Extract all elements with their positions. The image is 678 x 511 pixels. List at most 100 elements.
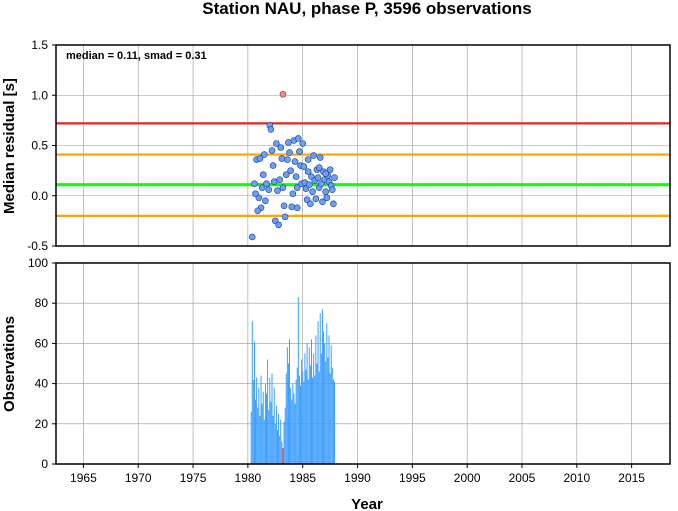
observation-bar <box>283 421 285 464</box>
chart-title: Station NAU, phase P, 3596 observations <box>202 0 531 18</box>
residual-tick-label: 0.5 <box>31 139 48 153</box>
residual-point <box>304 156 312 163</box>
observation-bar <box>302 371 304 464</box>
residual-point <box>287 167 294 174</box>
residual-point <box>289 190 297 198</box>
observation-bar <box>334 381 335 464</box>
residual-point <box>251 180 258 187</box>
residual-tick-label: 1.5 <box>31 38 48 52</box>
observation-bar <box>257 407 259 464</box>
residual-point <box>285 139 292 146</box>
observation-bar <box>252 379 254 464</box>
observation-bar <box>287 363 289 464</box>
residual-tick-label: -0.5 <box>27 239 48 253</box>
residual-point <box>278 155 286 162</box>
observation-bar <box>331 367 333 464</box>
observation-bar <box>295 379 297 464</box>
observation-bar <box>259 415 261 464</box>
observation-bar <box>251 321 253 464</box>
observation-bar <box>290 387 292 464</box>
observation-bar <box>296 367 298 464</box>
residual-point <box>292 173 300 180</box>
observation-bar <box>303 381 305 464</box>
observation-bar <box>258 387 260 464</box>
observation-bar <box>301 359 303 464</box>
residual-point <box>312 195 320 203</box>
residual-point <box>331 174 338 181</box>
residual-point <box>256 155 264 162</box>
residual-point <box>319 198 326 206</box>
observation-bar <box>315 335 317 464</box>
observation-bar <box>311 339 312 464</box>
observations-tick-label: 60 <box>35 336 49 350</box>
residual-point <box>314 174 322 181</box>
residual-point <box>304 168 312 175</box>
observation-bar <box>289 339 291 464</box>
observation-bar <box>300 385 301 464</box>
observation-bar <box>270 401 272 464</box>
year-tick-label: 1975 <box>180 471 207 485</box>
residual-point <box>276 176 283 183</box>
observation-bar <box>312 377 314 464</box>
observation-bar <box>256 377 258 464</box>
observation-bar <box>269 377 271 464</box>
year-x-ticks: 1965 1970 1975 1980 1985 1990 1995 2000 2005 2010… <box>70 464 645 485</box>
residual-point <box>330 200 337 208</box>
observations-y-ticks: 0 20 40 60 80 100 <box>28 256 56 471</box>
residual-point <box>274 187 281 195</box>
residual-point <box>265 186 273 194</box>
observations-gridlines <box>56 262 670 465</box>
observation-bar <box>279 435 281 464</box>
observation-bar <box>309 365 311 464</box>
observations-tick-label: 20 <box>35 417 49 431</box>
observation-bar <box>268 409 270 464</box>
observation-bar <box>317 321 319 464</box>
residual-point <box>267 126 275 133</box>
year-tick-label: 1965 <box>70 471 97 485</box>
observation-bar <box>319 313 321 464</box>
year-tick-label: 1985 <box>289 471 316 485</box>
residual-reference-lines <box>56 122 670 217</box>
observation-bar <box>282 447 284 464</box>
observation-bar <box>323 331 324 464</box>
residual-point <box>269 162 277 169</box>
year-x-axis-label: Year <box>351 496 383 511</box>
observation-bar <box>275 405 277 464</box>
residual-point <box>293 204 301 212</box>
residual-point <box>315 164 323 171</box>
observation-bar <box>327 357 329 464</box>
residual-point <box>270 178 278 185</box>
observation-bar <box>314 375 316 464</box>
observation-bar <box>330 345 332 464</box>
observation-bar <box>255 399 257 464</box>
residual-point <box>288 203 296 211</box>
observation-bar <box>286 347 288 464</box>
residual-point <box>275 221 282 229</box>
residual-point <box>326 166 334 173</box>
residual-point <box>310 152 317 159</box>
residual-point <box>263 180 270 187</box>
observations-panel: 0 20 40 60 80 100 1965 1970 1975 1980 1985 1990 199… <box>1 256 671 511</box>
residual-tick-label: 0.0 <box>31 189 48 203</box>
residual-point <box>286 149 293 156</box>
observation-bar <box>325 361 327 464</box>
observations-tick-label: 40 <box>35 377 49 391</box>
residual-point <box>258 184 266 192</box>
observations-bars <box>250 297 335 464</box>
observation-bar <box>320 353 322 464</box>
observation-bar <box>329 373 331 464</box>
residual-y-axis-label: Median residual [s] <box>1 78 18 214</box>
residual-point <box>261 151 268 158</box>
residual-point <box>322 188 330 196</box>
observation-bar <box>277 429 278 464</box>
residual-point <box>279 184 287 192</box>
year-tick-label: 1995 <box>399 471 426 485</box>
observation-bar <box>250 411 252 464</box>
observation-bar <box>278 413 280 464</box>
observation-bar <box>260 375 262 464</box>
observation-bar <box>284 407 286 464</box>
observation-bar <box>267 359 269 464</box>
residual-tick-label: 1.0 <box>31 88 48 102</box>
residual-point <box>281 213 289 221</box>
